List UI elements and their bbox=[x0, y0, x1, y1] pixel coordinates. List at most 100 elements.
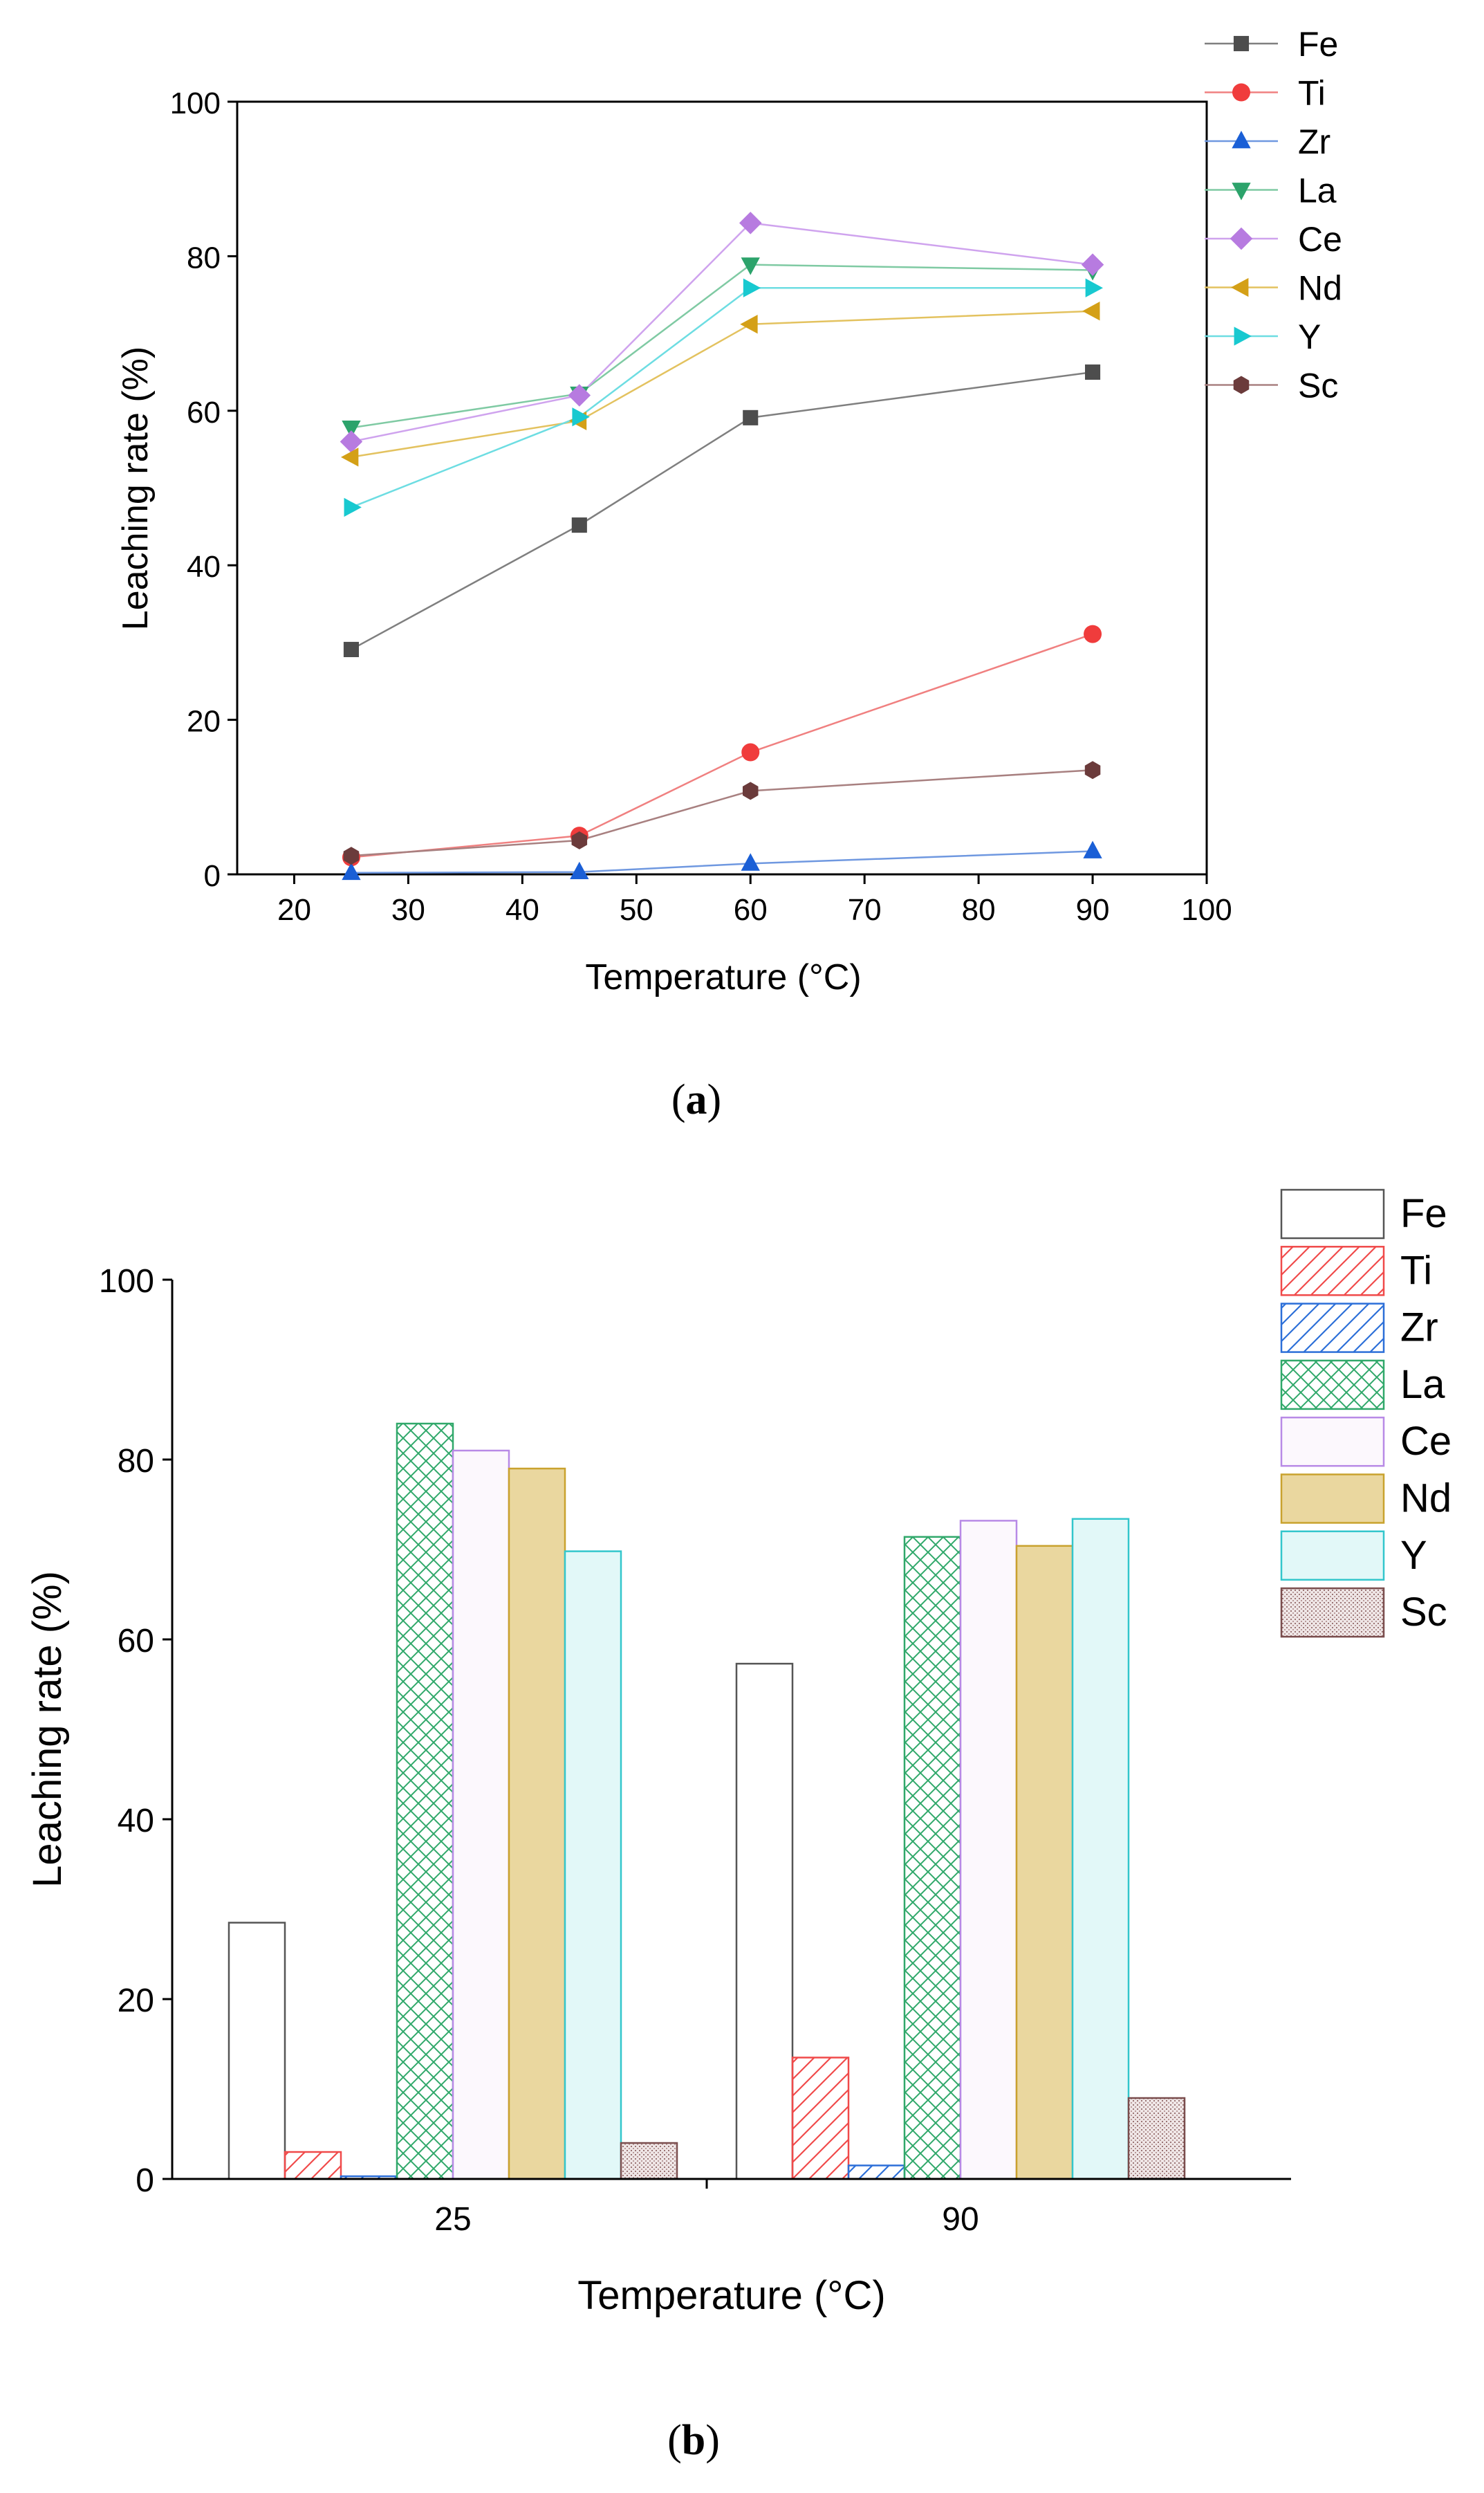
line-chart-panel: 0 20 40 60 80 100 20 30 40 50 60 70 80 90 100 Tempera… bbox=[115, 25, 1342, 997]
legend-swatch-ce bbox=[1280, 1416, 1385, 1467]
legend-label-ce: Ce bbox=[1298, 220, 1342, 259]
data-point-ti bbox=[1084, 625, 1102, 643]
bar-ti-25 bbox=[284, 2151, 342, 2180]
data-point-zr bbox=[1083, 840, 1102, 858]
bar-zr-90 bbox=[847, 2164, 906, 2180]
legend-label-la: La bbox=[1400, 1362, 1445, 1407]
data-point-y bbox=[1085, 278, 1104, 297]
data-point-nd bbox=[740, 315, 758, 334]
y-tick-label: 20 bbox=[118, 1983, 154, 2019]
bar-ce-25 bbox=[452, 1449, 510, 2180]
series-line-sc bbox=[351, 769, 1093, 857]
bar-y-25 bbox=[564, 1550, 622, 2180]
y-axis-label-b: Leaching rate (%) bbox=[25, 1571, 70, 1888]
data-point-ce bbox=[1081, 253, 1104, 276]
series-line-ce bbox=[351, 222, 1093, 443]
legend-marker-nd bbox=[1231, 277, 1249, 297]
legend-label-ti: Ti bbox=[1400, 1248, 1432, 1293]
legend-label-ce: Ce bbox=[1400, 1419, 1451, 1464]
x-category-label: 90 bbox=[942, 2201, 978, 2238]
data-point-sc bbox=[571, 831, 588, 849]
bar-nd-25 bbox=[508, 1467, 566, 2180]
data-point-ce bbox=[568, 384, 591, 407]
legend-swatch-fe bbox=[1280, 1188, 1385, 1240]
data-point-sc bbox=[343, 847, 360, 865]
series-lines-a bbox=[351, 222, 1093, 874]
legend-swatch-zr bbox=[1280, 1303, 1385, 1353]
data-point-y bbox=[344, 497, 362, 517]
legend-label-zr: Zr bbox=[1298, 122, 1330, 161]
legend-marker-la bbox=[1232, 183, 1251, 201]
y-tick-label: 100 bbox=[170, 86, 221, 120]
data-point-y bbox=[743, 278, 761, 297]
legend-marker-zr bbox=[1232, 131, 1251, 149]
bar-ce-90 bbox=[959, 1520, 1018, 2180]
y-tick-label: 80 bbox=[118, 1443, 154, 1480]
legend-b: Fe Ti Zr La Ce Nd Y Sc bbox=[1280, 1188, 1451, 1638]
x-tick-label: 80 bbox=[962, 893, 996, 927]
plot-area-a bbox=[236, 100, 1208, 876]
bar-chart-panel: 0 20 40 60 80 100 25 90 Temperature (°C) Leach… bbox=[25, 1188, 1451, 2318]
x-tick-label: 40 bbox=[506, 893, 539, 927]
legend-label-nd: Nd bbox=[1298, 269, 1342, 308]
bar-ti-90 bbox=[791, 2057, 850, 2180]
data-point-fe bbox=[571, 517, 587, 533]
x-tick-label: 100 bbox=[1181, 893, 1232, 927]
legend-label-sc: Sc bbox=[1400, 1590, 1447, 1635]
y-tick-label: 60 bbox=[187, 396, 221, 430]
legend-label-y: Y bbox=[1400, 1533, 1427, 1578]
data-point-zr bbox=[342, 862, 361, 881]
x-axis-label-a: Temperature (°C) bbox=[585, 957, 861, 997]
legend-marker-sc bbox=[1233, 376, 1250, 394]
series-bars-b bbox=[228, 1422, 1186, 2180]
series-line-nd bbox=[351, 310, 1093, 459]
legend-label-y: Y bbox=[1298, 318, 1321, 356]
bar-sc-90 bbox=[1127, 2097, 1186, 2180]
data-point-ti bbox=[741, 743, 760, 762]
legend-swatch-sc bbox=[1280, 1587, 1385, 1638]
y-tick-label: 80 bbox=[187, 241, 221, 275]
y-tick-label: 60 bbox=[118, 1623, 154, 1659]
bar-sc-25 bbox=[620, 2142, 678, 2180]
legend-marker-ce bbox=[1230, 227, 1253, 250]
series-line-la bbox=[351, 264, 1093, 429]
data-point-zr bbox=[741, 853, 760, 871]
data-point-la bbox=[741, 257, 760, 275]
data-point-sc bbox=[742, 782, 759, 800]
x-tick-label: 20 bbox=[277, 893, 311, 927]
x-tick-label: 90 bbox=[1076, 893, 1110, 927]
legend-marker-fe bbox=[1233, 35, 1250, 52]
y-tick-label: 40 bbox=[187, 550, 221, 584]
legend-label-sc: Sc bbox=[1298, 367, 1338, 405]
bar-fe-90 bbox=[735, 1662, 794, 2180]
x-category-label: 25 bbox=[434, 2201, 471, 2238]
legend-label-ti: Ti bbox=[1298, 74, 1326, 113]
data-point-zr bbox=[570, 861, 589, 880]
y-tick-label: 20 bbox=[187, 705, 221, 739]
x-axis-ticks-a: 20 30 40 50 60 70 80 90 100 bbox=[277, 874, 1232, 927]
y-axis-ticks-b: 0 20 40 60 80 100 bbox=[99, 1263, 172, 2199]
data-point-la bbox=[342, 420, 361, 439]
panel-caption-a: (a) bbox=[671, 1076, 721, 1123]
y-tick-label: 100 bbox=[99, 1263, 154, 1300]
data-point-sc bbox=[1084, 761, 1101, 780]
x-axis-label-b: Temperature (°C) bbox=[577, 2273, 885, 2318]
data-point-ce bbox=[340, 430, 363, 453]
legend-label-la: La bbox=[1298, 172, 1337, 210]
x-tick-label: 50 bbox=[620, 893, 653, 927]
data-point-fe bbox=[1085, 364, 1101, 380]
legend-label-fe: Fe bbox=[1298, 25, 1338, 64]
legend-swatch-nd bbox=[1280, 1473, 1385, 1524]
bar-nd-90 bbox=[1015, 1545, 1074, 2180]
y-tick-label: 0 bbox=[136, 2162, 154, 2199]
y-tick-label: 0 bbox=[204, 859, 221, 893]
x-tick-label: 60 bbox=[734, 893, 768, 927]
y-axis-ticks-a: 0 20 40 60 80 100 bbox=[170, 86, 237, 893]
series-line-y bbox=[351, 286, 1093, 508]
y-axis-label-a: Leaching rate (%) bbox=[115, 347, 156, 630]
series-line-zr bbox=[351, 850, 1093, 874]
panel-caption-b: (b) bbox=[667, 2417, 720, 2464]
legend-label-zr: Zr bbox=[1400, 1305, 1438, 1350]
legend-marker-ti bbox=[1232, 83, 1250, 102]
